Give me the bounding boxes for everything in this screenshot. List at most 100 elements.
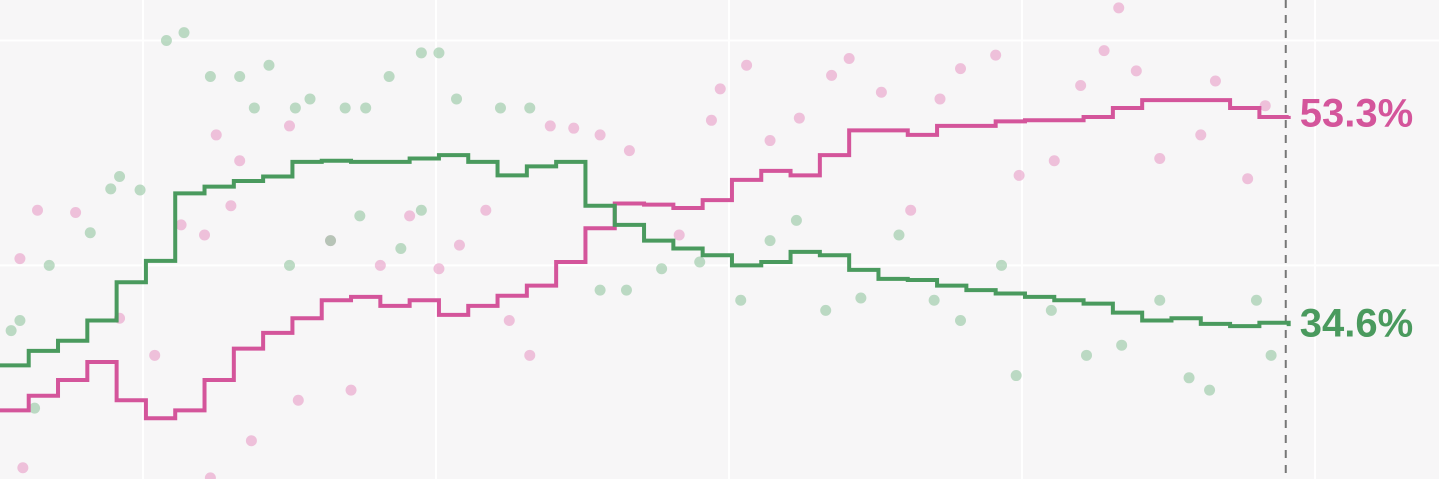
poll-dot (503, 314, 515, 326)
poll-dot (1081, 349, 1093, 361)
poll-dot (453, 239, 465, 251)
poll-dot (1113, 2, 1125, 14)
poll-dot (32, 204, 44, 216)
poll-dot (263, 59, 275, 71)
poll-dot (1265, 349, 1277, 361)
poll-dot (134, 184, 146, 196)
poll-dot (494, 102, 506, 114)
poll-dot (656, 263, 668, 275)
poll-dot (234, 155, 246, 167)
poll-dot (149, 349, 161, 361)
poll-dot (114, 171, 126, 183)
poll-dot (524, 349, 536, 361)
poll-dot (820, 304, 832, 316)
poll-dot (17, 462, 29, 474)
poll-dot (855, 292, 867, 304)
poll-dot (1209, 75, 1221, 87)
trend-line (0, 153, 1291, 368)
poll-dot (928, 294, 940, 306)
poll-dot (1098, 45, 1110, 57)
poll-dot (1045, 304, 1057, 316)
poll-dot (764, 235, 776, 247)
poll-dot (764, 135, 776, 147)
poll-dot (955, 63, 967, 75)
poll-dot (415, 47, 427, 59)
poll-dot (360, 102, 372, 114)
end-label: 34.6% (1300, 302, 1413, 346)
poll-dot (955, 314, 967, 326)
poll-dot (568, 122, 580, 134)
poll-dot (199, 229, 211, 241)
poll-dot (1048, 155, 1060, 167)
poll-dot (1116, 339, 1128, 351)
poll-dot (225, 200, 237, 212)
poll-dot (415, 204, 427, 216)
poll-dot (594, 284, 606, 296)
poll-dot (1259, 100, 1271, 112)
poll-dot (345, 384, 357, 396)
poll-dot (160, 34, 172, 46)
poll-dot (1242, 173, 1254, 185)
poll-dot (175, 219, 187, 231)
poll-dot (433, 47, 445, 59)
poll-dot (283, 259, 295, 271)
poll-dot (620, 284, 632, 296)
poll-dot (354, 210, 366, 222)
poll-dot (893, 229, 905, 241)
poll-dot (304, 93, 316, 105)
poll-dot (14, 253, 26, 265)
poll-dot (694, 256, 706, 268)
poll-dot (1204, 384, 1216, 396)
poll-dot (741, 59, 753, 71)
poll-dot (5, 325, 17, 337)
poll-dot (395, 242, 407, 254)
poll-dot (1154, 294, 1166, 306)
poll-dot (996, 259, 1008, 271)
poll-dot (383, 70, 395, 82)
poll-dot (283, 120, 295, 132)
poll-dot (245, 435, 257, 447)
poll-dot (374, 259, 386, 271)
poll-dot (70, 207, 82, 219)
poll-dot (178, 27, 190, 39)
poll-dot (248, 102, 260, 114)
poll-dot (735, 294, 747, 306)
poll-dot (204, 70, 216, 82)
poll-dot (1154, 153, 1166, 165)
poll-dot (234, 70, 246, 82)
poll-dot (451, 93, 463, 105)
poll-dot (1010, 370, 1022, 382)
poll-dot (793, 112, 805, 124)
poll-dot (84, 227, 96, 239)
poll-dot (433, 263, 445, 275)
poll-dot (524, 102, 536, 114)
poll-dot (544, 120, 556, 132)
poll-dot (43, 259, 55, 271)
poll-dot (673, 229, 685, 241)
poll-dot (292, 394, 304, 406)
poll-dot (1130, 65, 1142, 77)
poll-dot (210, 129, 222, 141)
end-label: 53.3% (1300, 91, 1413, 135)
poll-dot (934, 93, 946, 105)
poll-dot (1195, 129, 1207, 141)
poll-dot (1250, 294, 1262, 306)
poll-dot (105, 183, 117, 195)
poll-dot (480, 204, 492, 216)
poll-dot (905, 204, 917, 216)
poll-dot (623, 145, 635, 157)
poll-dot (339, 102, 351, 114)
poll-dot (1013, 169, 1025, 181)
poll-dot (325, 235, 337, 247)
poll-dot (990, 49, 1002, 61)
poll-dot (404, 210, 416, 222)
poll-dot (14, 314, 26, 326)
poll-dot (29, 402, 41, 414)
poll-dot (705, 114, 717, 126)
poll-dot (790, 214, 802, 226)
poll-dot (1183, 372, 1195, 384)
poll-dot (843, 52, 855, 64)
